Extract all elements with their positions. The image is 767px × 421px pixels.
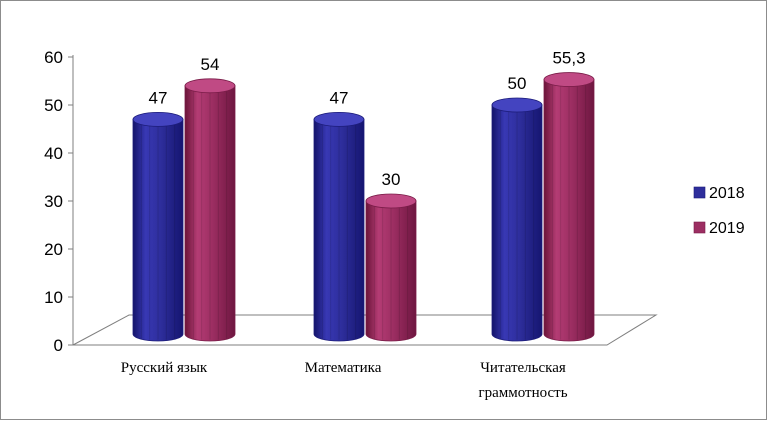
bars	[132, 72, 595, 342]
data-label-2019-0: 54	[201, 55, 220, 74]
bar-body	[491, 104, 543, 342]
x-tick-label-2: Читательская	[480, 360, 566, 376]
bar-top	[365, 193, 417, 209]
legend-label-2019: 2019	[709, 220, 745, 237]
bar-body	[543, 79, 595, 342]
bar-top	[543, 72, 595, 87]
legend-label-2018: 2018	[709, 185, 745, 202]
bar-2018-0	[132, 112, 184, 342]
data-label-2018-1: 47	[330, 88, 349, 107]
bar-2018-1	[313, 112, 365, 342]
bar-2018-2	[491, 97, 543, 342]
bar-2019-0	[184, 78, 236, 342]
bar-top	[491, 97, 543, 113]
data-label-2019-1: 30	[382, 170, 401, 189]
y-tick-label: 30	[44, 192, 63, 211]
data-label-2019-2: 55,3	[552, 49, 585, 68]
data-labels: 47 47 50 54 30 55,3	[149, 49, 586, 189]
bar-body	[313, 119, 365, 342]
bar-body	[365, 200, 417, 342]
y-tick-label: 20	[44, 240, 63, 259]
data-label-2018-2: 50	[508, 74, 527, 93]
x-tick-labels: Русский язык Математика Читательская граммо…	[121, 360, 568, 401]
y-tick-label: 60	[44, 48, 63, 67]
y-tick-label: 50	[44, 96, 63, 115]
bar-body	[132, 119, 184, 342]
x-tick-label-0: Русский язык	[121, 360, 208, 376]
x-tick-label-1: Математика	[305, 360, 382, 376]
legend-swatch-2019	[693, 221, 706, 234]
bar-top	[184, 78, 236, 94]
axes: 0 10 20 30 40 50 60	[44, 48, 658, 355]
bar-2019-2	[543, 72, 595, 342]
x-tick-label-2: граммотность	[478, 385, 567, 401]
legend-swatch-2018	[693, 186, 706, 199]
legend: 2018 2019	[693, 185, 745, 237]
bar-top	[313, 112, 365, 127]
y-tick-label: 10	[44, 288, 63, 307]
bar-2019-1	[365, 193, 417, 342]
data-label-2018-0: 47	[149, 88, 168, 107]
bar-top	[132, 112, 184, 127]
y-tick-label: 40	[44, 144, 63, 163]
bar-body	[184, 85, 236, 342]
y-tick-label: 0	[54, 336, 63, 355]
